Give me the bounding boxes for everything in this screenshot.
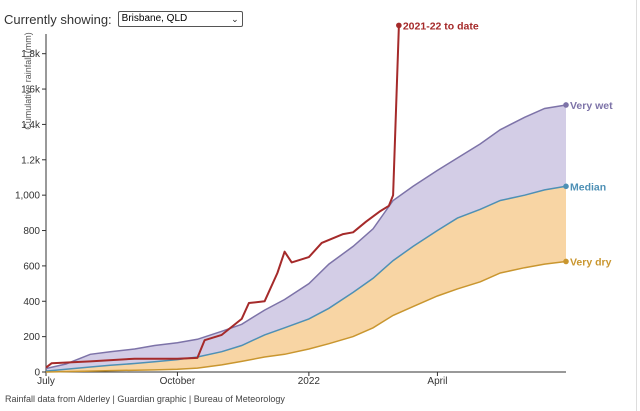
very-wet-label: Very wet	[570, 100, 613, 112]
currently-showing-label: Currently showing:	[4, 11, 112, 27]
dry-band	[46, 186, 566, 372]
location-selector-bar: Currently showing: Brisbane, QLD ⌄	[4, 10, 243, 28]
median-line	[45, 185, 567, 372]
current-year-end-dot	[396, 22, 402, 29]
y-tick-label: 400	[23, 297, 40, 308]
very-dry-end-dot	[563, 258, 569, 265]
y-tick-label: 1.2k	[21, 155, 41, 166]
y-axis-label: Cumulative rainfall (mm)	[23, 32, 33, 130]
chart-lines	[45, 22, 569, 373]
y-tick-label: 800	[23, 226, 40, 237]
very-wet-line	[45, 104, 567, 370]
very-dry-line	[45, 260, 567, 373]
x-tick-label: July	[37, 376, 55, 387]
x-tick-label: October	[160, 376, 196, 387]
current-year-label: 2021-22 to date	[403, 20, 479, 32]
chart-labels: Very wet Median Very dry 2021-22 to date	[403, 20, 613, 268]
very-wet-end-dot	[563, 102, 569, 108]
y-tick-label: 200	[23, 332, 40, 343]
median-label: Median	[570, 181, 606, 193]
y-tick-label: 1.6k	[21, 85, 41, 96]
x-tick-label: April	[427, 376, 447, 387]
y-tick-label: 1.4k	[21, 120, 41, 131]
median-end-dot	[563, 183, 569, 190]
chart-areas	[46, 105, 566, 372]
y-tick-label: 600	[23, 261, 40, 272]
y-tick-label: 1.8k	[21, 49, 41, 60]
x-tick-label: 2022	[298, 376, 321, 387]
frame-border	[636, 0, 637, 411]
current-year-line	[45, 25, 400, 369]
y-tick-label: 0	[34, 368, 40, 379]
y-tick-label: 1,000	[15, 191, 40, 202]
chevron-down-icon: ⌄	[231, 14, 239, 24]
very-dry-label: Very dry	[570, 256, 612, 268]
source-credit: Rainfall data from Alderley | Guardian g…	[5, 394, 285, 404]
location-select[interactable]: Brisbane, QLD ⌄	[117, 11, 243, 27]
location-select-value: Brisbane, QLD	[121, 13, 188, 24]
chart-axes: 0 200 400 600 800 1,000 1.2k 1.4k 1.6k 1.8k July Oc…	[15, 32, 566, 387]
